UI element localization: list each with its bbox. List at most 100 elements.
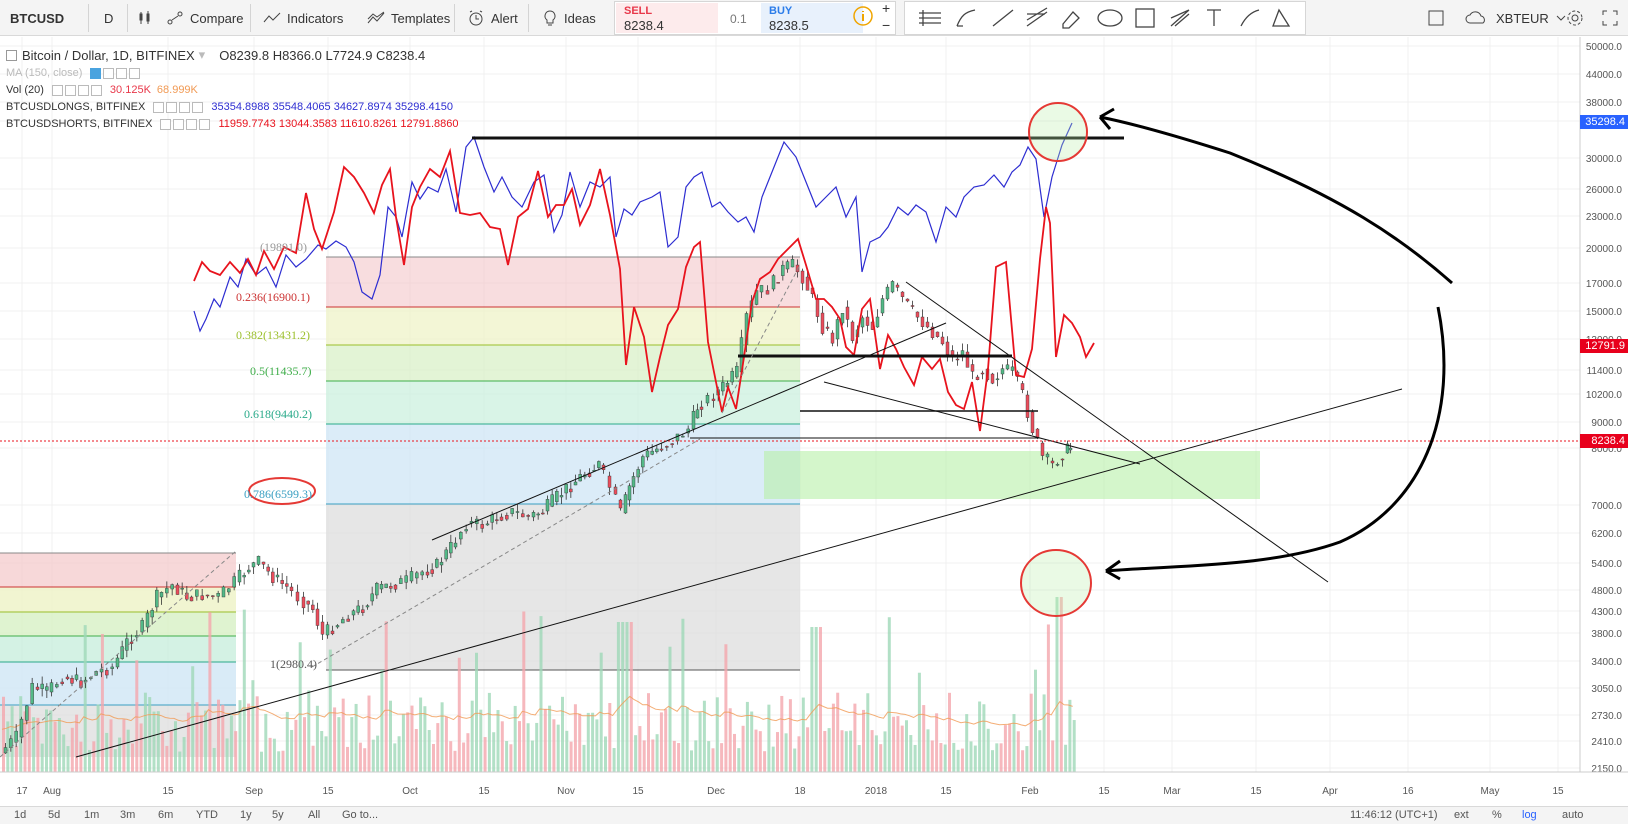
sell-button[interactable]: SELL 8238.4 — [616, 3, 718, 33]
alert-button[interactable]: Alert — [467, 6, 518, 30]
candle — [449, 542, 453, 554]
candle — [125, 638, 129, 651]
symbol-label: BTCUSD — [10, 10, 65, 26]
volume-bar — [268, 737, 272, 772]
plus-button[interactable]: + — [882, 0, 890, 16]
time-tick-label: 16 — [1402, 786, 1414, 797]
ext-toggle[interactable]: ext — [1454, 809, 1469, 821]
minus-label: − — [882, 17, 891, 33]
main-legend[interactable]: Bitcoin / Dollar, 1D, BITFINEX ▾ O8239.8… — [6, 47, 425, 63]
goto-button[interactable]: Go to... — [342, 809, 379, 821]
volume-bar — [75, 714, 79, 772]
volume-bar — [2, 696, 5, 772]
volume-bar — [896, 716, 900, 772]
buy-button[interactable]: BUY 8238.5 — [761, 3, 863, 33]
candle — [435, 559, 439, 568]
volume-bar — [333, 707, 337, 772]
time-tick-label: 15 — [1552, 786, 1564, 797]
longs-legend[interactable]: BTCUSDLONGS, BITFINEX 35354.8988 35548.4… — [6, 101, 453, 113]
volume-bar — [191, 666, 195, 772]
volume-bar — [139, 723, 143, 772]
price-tick-label: 20000.0 — [1586, 244, 1623, 255]
ticker2-label: XBTEUR — [1496, 10, 1549, 26]
percent-toggle[interactable]: % — [1492, 809, 1502, 821]
candle — [945, 341, 950, 355]
range-1d[interactable]: 1d — [14, 809, 27, 821]
legend-buttons[interactable] — [90, 67, 142, 79]
volume-bar — [432, 743, 435, 772]
price-chart[interactable]: (19891.0) 0.236(16900.1) 0.382(13431.2) … — [0, 37, 1628, 807]
info-button[interactable] — [852, 4, 880, 28]
log-toggle[interactable]: log — [1522, 809, 1537, 821]
volume-bar — [612, 748, 616, 772]
collapse-icon[interactable] — [6, 49, 17, 61]
volume-ma-line — [1, 695, 1073, 730]
candle — [536, 513, 540, 516]
candle — [495, 519, 499, 521]
range-5y[interactable]: 5y — [272, 809, 284, 821]
square-tool-button[interactable] — [1427, 6, 1451, 30]
candle — [185, 592, 189, 600]
candle — [800, 270, 805, 284]
range-6m[interactable]: 6m — [158, 809, 174, 821]
candle — [850, 321, 855, 341]
legend-buttons[interactable] — [160, 118, 212, 130]
candle — [19, 718, 24, 738]
chart-area[interactable]: (19891.0) 0.236(16900.1) 0.382(13431.2) … — [0, 37, 1628, 807]
candle — [120, 646, 124, 659]
chart-style-button[interactable] — [137, 6, 159, 30]
range-all[interactable]: All — [308, 809, 321, 821]
vol-legend[interactable]: Vol (20) 30.125K 68.999K — [6, 84, 198, 96]
interval-label: D — [104, 10, 114, 26]
volume-bar — [290, 729, 294, 772]
candle — [925, 321, 930, 328]
volume-bar — [780, 695, 784, 772]
candle — [232, 576, 236, 588]
candle — [370, 593, 374, 602]
interval-button[interactable]: D — [104, 6, 113, 30]
range-1m[interactable]: 1m — [84, 809, 100, 821]
candle — [564, 484, 568, 494]
rectangle-icon — [1428, 10, 1444, 26]
ma-legend[interactable]: MA (150, close) — [6, 67, 142, 79]
legend-buttons[interactable] — [51, 84, 104, 96]
candle — [970, 364, 975, 372]
minus-button[interactable]: − — [882, 17, 891, 33]
ideas-button[interactable]: Ideas — [542, 6, 596, 30]
volume-bar — [1021, 750, 1025, 772]
candle — [480, 524, 484, 529]
candle — [242, 575, 246, 578]
range-5d[interactable]: 5d — [48, 809, 61, 821]
volume-bar — [1042, 694, 1046, 772]
volume-bar — [479, 709, 483, 772]
volume-bar — [324, 736, 328, 772]
volume-bar — [681, 618, 685, 772]
candle — [35, 686, 40, 690]
volume-bar — [711, 748, 715, 772]
auto-toggle[interactable]: auto — [1562, 809, 1584, 821]
legend-buttons[interactable] — [153, 101, 205, 113]
compare-button[interactable]: Compare — [166, 6, 243, 30]
candle — [860, 317, 865, 328]
compare-symbol-select[interactable]: XBTEUR — [1464, 6, 1573, 30]
volume-bar — [475, 652, 478, 772]
volume-bar — [965, 714, 969, 772]
volume-bar — [40, 743, 44, 772]
symbol-search[interactable]: BTCUSD — [10, 6, 64, 30]
settings-button[interactable] — [1565, 6, 1591, 30]
range-ytd[interactable]: YTD — [196, 809, 218, 821]
candle — [301, 596, 306, 609]
range-1y[interactable]: 1y — [240, 809, 252, 821]
volume-bar — [995, 743, 999, 772]
indicators-label: Indicators — [287, 10, 344, 26]
shorts-legend[interactable]: BTCUSDSHORTS, BITFINEX 11959.7743 13044.… — [6, 118, 458, 130]
volume-bar — [23, 711, 27, 772]
templates-button[interactable]: Templates — [367, 6, 450, 30]
indicators-button[interactable]: Indicators — [263, 6, 343, 30]
volume-bar — [982, 704, 986, 772]
candle — [785, 261, 790, 270]
chevron-down-icon[interactable]: ▾ — [198, 47, 206, 62]
range-3m[interactable]: 3m — [120, 809, 136, 821]
fullscreen-button[interactable] — [1601, 6, 1625, 30]
volume-bar — [466, 733, 470, 772]
